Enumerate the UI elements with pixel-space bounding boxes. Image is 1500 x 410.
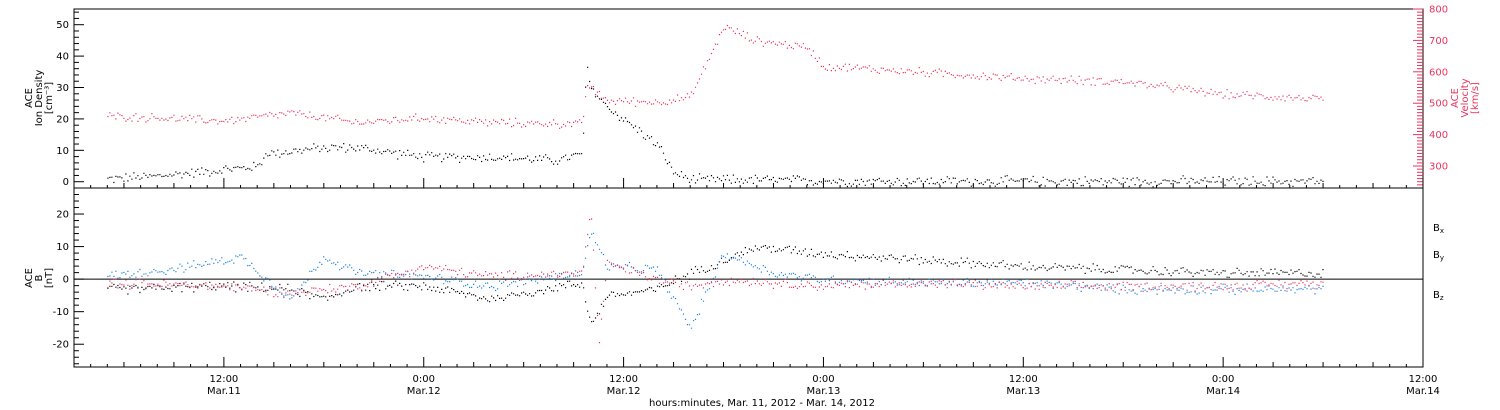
y-left-tick-label: 0 bbox=[63, 177, 69, 188]
y-axis-label: B bbox=[34, 274, 45, 281]
y-left-tick-label: 20 bbox=[56, 114, 69, 125]
y-right-tick-label: 600 bbox=[1429, 67, 1448, 78]
y-right-tick-label: 700 bbox=[1429, 36, 1448, 47]
series-by bbox=[107, 232, 1324, 329]
y-tick-label: 0 bbox=[63, 275, 69, 286]
y-tick-label: 20 bbox=[56, 210, 69, 221]
x-tick-date: Mar.13 bbox=[1006, 386, 1040, 397]
y-left-axis-label: [cm⁻³] bbox=[44, 82, 55, 114]
legend-by: By bbox=[1433, 250, 1444, 262]
series-bx bbox=[107, 245, 1324, 323]
y-right-tick-label: 500 bbox=[1429, 99, 1448, 110]
series-velocity bbox=[107, 24, 1324, 129]
plot-frames bbox=[73, 8, 1424, 368]
x-tick-date: Mar.11 bbox=[207, 386, 241, 397]
x-tick-label: 0:00 bbox=[1212, 374, 1234, 385]
y-left-axis-label: Ion Density bbox=[34, 70, 45, 127]
x-tick-label: 0:00 bbox=[413, 374, 435, 385]
y-tick-label: 10 bbox=[56, 242, 69, 253]
x-tick-date: Mar.12 bbox=[607, 386, 641, 397]
x-tick-label: 12:00 bbox=[609, 374, 638, 385]
y-axis-label: [nT] bbox=[44, 268, 55, 288]
top-panel-frame bbox=[73, 8, 1424, 189]
y-right-axis-label: [km/s] bbox=[1470, 82, 1481, 114]
y-left-axis-label: ACE bbox=[24, 88, 35, 108]
y-right-tick-label: 300 bbox=[1429, 162, 1448, 173]
x-tick-date: Mar.13 bbox=[807, 386, 841, 397]
y-left-tick-label: 30 bbox=[56, 83, 69, 94]
bottom-panel-frame bbox=[73, 187, 1424, 368]
x-tick-date: Mar.14 bbox=[1206, 386, 1240, 397]
legend-bz: Bz bbox=[1433, 290, 1444, 302]
series-bx-points bbox=[107, 245, 1324, 323]
series-ion-density bbox=[107, 66, 1324, 188]
y-right-axis-label: ACE bbox=[1450, 88, 1461, 108]
y-axis-label: ACE bbox=[24, 268, 35, 288]
y-left-tick-label: 10 bbox=[56, 146, 69, 157]
series-bz bbox=[107, 218, 1324, 344]
legend-bx: Bx bbox=[1433, 223, 1444, 235]
series-by-points bbox=[107, 232, 1324, 329]
y-right-tick-label: 400 bbox=[1429, 130, 1448, 141]
time-axis-title: hours:minutes, Mar. 11, 2012 - Mar. 14, … bbox=[649, 398, 875, 409]
magnetic-field-panel: -20 -10 0 10 20 ACE B [nT] Bx By Bz bbox=[24, 194, 1444, 365]
y-left-tick-label: 40 bbox=[56, 52, 69, 63]
y-right-tick-label: 800 bbox=[1429, 5, 1448, 16]
y-left-tick-label: 50 bbox=[56, 20, 69, 31]
y-right-axis-label: Velocity bbox=[1460, 78, 1471, 117]
x-tick-label: 0:00 bbox=[812, 374, 834, 385]
series-bz-points bbox=[107, 218, 1324, 344]
y-tick-label: -20 bbox=[53, 340, 69, 351]
x-tick-label: 12:00 bbox=[209, 374, 238, 385]
y-tick-label: -10 bbox=[53, 307, 69, 318]
series-ion-density-points bbox=[107, 66, 1324, 188]
x-tick-label: 12:00 bbox=[1009, 374, 1038, 385]
x-tick-date: Mar.12 bbox=[407, 386, 441, 397]
x-tick-date: Mar.14 bbox=[1406, 386, 1440, 397]
series-velocity-points bbox=[107, 24, 1324, 129]
time-axis: 12:00Mar.110:00Mar.1212:00Mar.120:00Mar.… bbox=[73, 178, 1440, 397]
x-tick-label: 12:00 bbox=[1409, 374, 1438, 385]
